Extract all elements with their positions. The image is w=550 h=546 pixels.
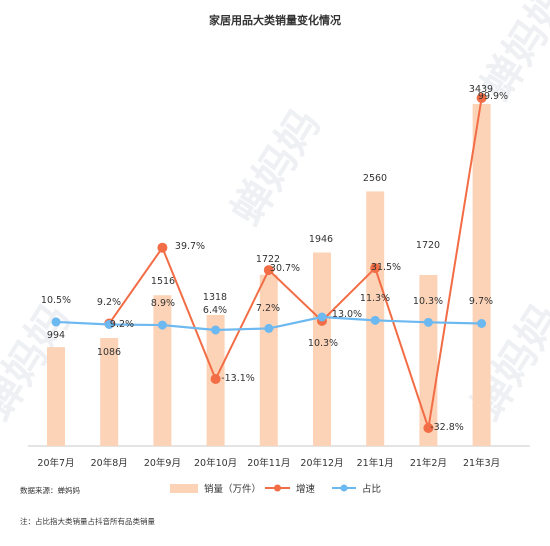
growth-line bbox=[108, 97, 483, 429]
volume-bar bbox=[472, 104, 491, 446]
share-point bbox=[51, 317, 61, 327]
x-tick-label: 21年2月 bbox=[410, 457, 447, 469]
share-value-label: 9.7% bbox=[469, 296, 493, 307]
bar-value-label: 994 bbox=[47, 330, 65, 341]
share-value-label: 7.2% bbox=[256, 303, 280, 314]
bar-value-label: 1086 bbox=[97, 347, 121, 358]
share-point bbox=[157, 320, 167, 330]
legend-label-share: 占比 bbox=[362, 483, 381, 495]
volume-bar bbox=[47, 347, 65, 446]
x-tick-label: 21年1月 bbox=[357, 457, 394, 469]
growth-value-label: 39.7% bbox=[175, 241, 205, 252]
bar-value-label: 1720 bbox=[416, 240, 440, 251]
growth-value-label: 10.3% bbox=[308, 338, 338, 349]
growth-point bbox=[157, 242, 168, 253]
x-tick-label: 20年7月 bbox=[37, 457, 74, 469]
x-tick-label: 20年8月 bbox=[91, 457, 128, 469]
footnote: 注：占比指大类销量占抖音所有品类销量 bbox=[20, 517, 155, 526]
x-tick-label: 20年10月 bbox=[194, 457, 237, 469]
share-point bbox=[477, 319, 487, 328]
bar-value-label: 1318 bbox=[203, 292, 227, 303]
x-tick-label: 20年9月 bbox=[144, 457, 181, 469]
x-tick-label: 20年12月 bbox=[300, 457, 343, 469]
share-value-label: 9.2% bbox=[97, 297, 121, 308]
growth-point bbox=[423, 423, 434, 433]
volume-bar bbox=[313, 252, 331, 446]
legend-swatch-volume bbox=[170, 484, 198, 493]
bar-value-label: 3439 bbox=[469, 84, 493, 95]
growth-value-label: -32.8% bbox=[430, 422, 464, 433]
share-value-label: 8.9% bbox=[151, 298, 175, 309]
share-value-label: 6.4% bbox=[203, 305, 227, 316]
bar-value-label: 1722 bbox=[256, 254, 280, 265]
share-value-label: 13.0% bbox=[332, 309, 362, 320]
growth-value-label: 31.5% bbox=[371, 262, 401, 273]
share-value-label: 10.5% bbox=[41, 295, 71, 306]
legend-marker-share bbox=[340, 484, 348, 492]
volume-bar bbox=[153, 295, 172, 446]
legend-label-volume: 销量（万件） bbox=[204, 483, 261, 495]
growth-value-label: 9.2% bbox=[110, 319, 134, 330]
growth-point bbox=[476, 93, 487, 103]
growth-value-label: 30.7% bbox=[270, 263, 300, 274]
source-note: 数据来源：蝉妈妈 bbox=[20, 486, 80, 495]
bar-value-label: 1946 bbox=[309, 234, 333, 245]
share-point bbox=[370, 315, 380, 325]
share-point bbox=[211, 325, 221, 335]
bar-value-label: 1516 bbox=[151, 276, 175, 287]
legend-marker-growth bbox=[274, 484, 281, 492]
share-point bbox=[317, 312, 327, 322]
share-point bbox=[423, 317, 433, 327]
growth-point bbox=[210, 374, 221, 385]
chart-title: 家居用品大类销量变化情况 bbox=[209, 14, 341, 27]
x-tick-label: 20年11月 bbox=[247, 457, 290, 469]
volume-bar bbox=[259, 274, 278, 446]
share-point bbox=[264, 323, 274, 333]
growth-value-label: -13.1% bbox=[221, 373, 255, 384]
share-value-label: 10.3% bbox=[413, 296, 443, 307]
x-tick-label: 21年3月 bbox=[463, 457, 500, 469]
share-value-label: 11.3% bbox=[360, 293, 390, 304]
growth-value-label: 99.9% bbox=[478, 91, 508, 102]
legend-label-growth: 增速 bbox=[296, 483, 316, 495]
bar-value-label: 2560 bbox=[363, 173, 387, 184]
growth-point bbox=[370, 263, 381, 274]
growth-point bbox=[263, 265, 274, 276]
volume-bar bbox=[100, 338, 119, 446]
share-point bbox=[104, 319, 114, 329]
